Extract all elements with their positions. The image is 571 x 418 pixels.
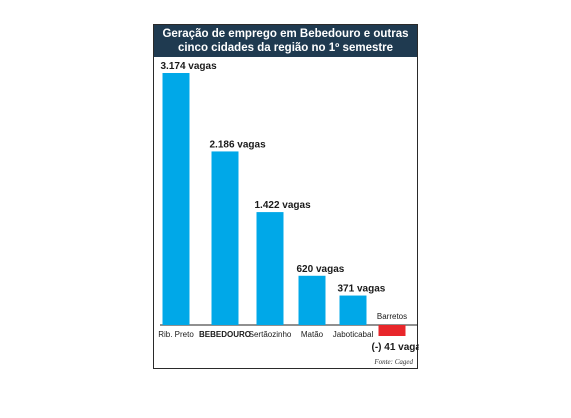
bar-0 [162,73,190,325]
bar-3 [298,275,326,325]
chart-frame: Geração de emprego em Bebedouro e outras… [153,24,420,369]
category-label-4: Jaboticabal [333,330,374,339]
bar-1 [211,151,239,325]
value-label-1: 2.186 vagas [210,139,267,150]
value-label-4: 371 vagas [338,284,386,295]
value-label-3: 620 vagas [297,264,345,275]
bar-chart: 3.174 vagas Rib. Preto 2.186 vagas BEBEDOUR… [158,61,420,353]
chart-title-line-1: Geração de emprego em Bebedouro e outras [162,28,409,40]
bar-4 [339,295,367,325]
value-label-2: 1.422 vagas [255,200,312,211]
bar-5 [378,325,406,336]
chart-title: Geração de emprego em Bebedouro e outras… [154,25,417,57]
value-label-0: 3.174 vagas [161,61,218,72]
source-note: Fonte: Caged [374,358,413,366]
bar-2 [256,212,284,325]
category-label-0: Rib. Preto [158,330,194,339]
category-label-1: BEBEDOURO [199,330,251,339]
chart-title-line-2: cinco cidades da região no 1º semestre [177,42,394,54]
category-label-3: Matão [301,330,324,339]
category-label-2: Sertãozinho [249,330,292,339]
value-label-5: (-) 41 vagas [372,342,420,353]
category-label-5: Barretos [377,312,407,321]
